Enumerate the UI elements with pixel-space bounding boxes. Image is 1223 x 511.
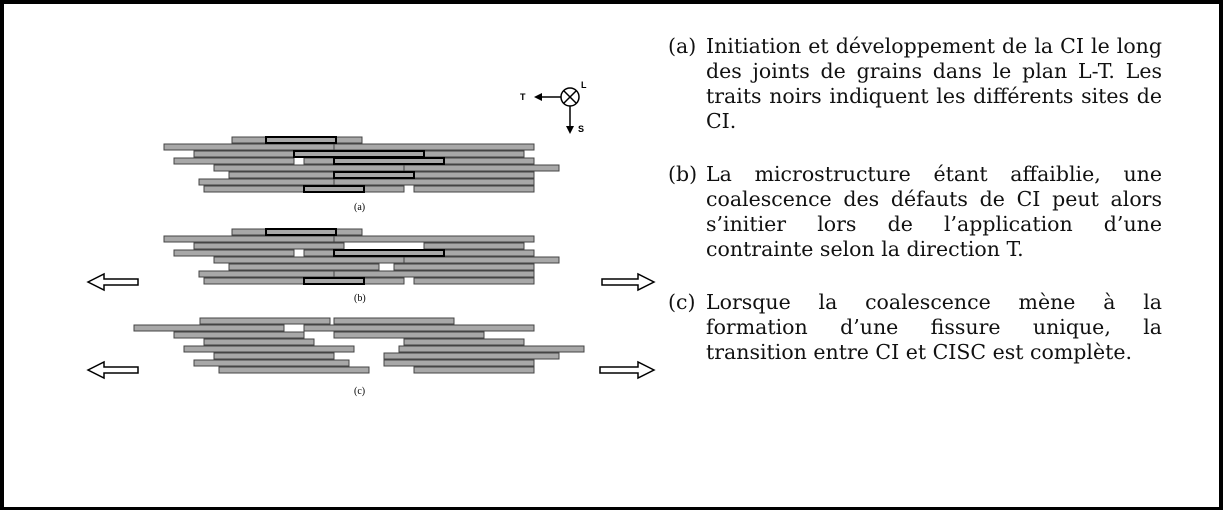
grain [173,331,305,339]
grain [193,242,345,250]
item-text: Initiation et développement de la CI le … [706,34,1162,133]
panel-label: (a) [354,202,365,213]
axis-label: S [578,124,584,134]
grain [213,164,405,172]
grain [193,359,350,367]
item-marker: (b) [668,162,698,186]
grain [413,366,535,374]
grain [265,136,337,144]
grain [173,249,295,257]
panel-label: (b) [354,293,366,304]
grain [198,270,340,278]
grain [403,164,560,172]
grain [333,235,535,243]
grain [403,256,560,264]
grain [303,324,535,332]
grain [398,345,585,353]
list-item: (c) Lorsque la coalescence mène à la for… [668,290,1162,365]
item-marker: (c) [668,290,696,314]
grain [333,249,445,257]
item-text: Lorsque la coalescence mène à la formati… [706,290,1162,364]
grain [163,235,335,243]
grain [333,157,445,165]
grain [403,338,525,346]
grain [413,277,535,285]
grain [265,228,337,236]
grain [173,157,295,165]
grain [199,317,331,325]
grain [423,242,525,250]
grain-diagram: T L S (a) (b) (c) [86,80,656,397]
grain [163,143,335,151]
grain [303,277,365,285]
grain [333,178,535,186]
arrow-head [534,93,542,101]
grain [383,352,560,360]
grain [423,150,525,158]
grain [133,324,285,332]
grain [393,263,535,271]
grain [213,352,335,360]
list-item: (b) La microstructure étant affaiblie, u… [668,162,1162,262]
axis-label: T [520,92,526,102]
grain [218,366,370,374]
grain [333,331,485,339]
grain [413,185,535,193]
grain [213,256,405,264]
grain [333,270,535,278]
grain [303,185,365,193]
grain [333,143,535,151]
grain [203,338,315,346]
grain [383,359,535,367]
item-text: La microstructure étant affaiblie, une c… [706,162,1162,261]
stress-arrows [86,272,656,380]
grain [183,345,355,353]
list-item: (a) Initiation et développement de la CI… [668,34,1162,134]
grain [333,317,455,325]
arrow-head [566,126,574,134]
grain [293,150,425,158]
item-marker: (a) [668,34,697,58]
panel-label: (c) [354,386,365,397]
axis-symbol [540,87,580,128]
axis-label: L [581,80,587,90]
grain [228,263,380,271]
grain [333,171,415,179]
grain [198,178,340,186]
